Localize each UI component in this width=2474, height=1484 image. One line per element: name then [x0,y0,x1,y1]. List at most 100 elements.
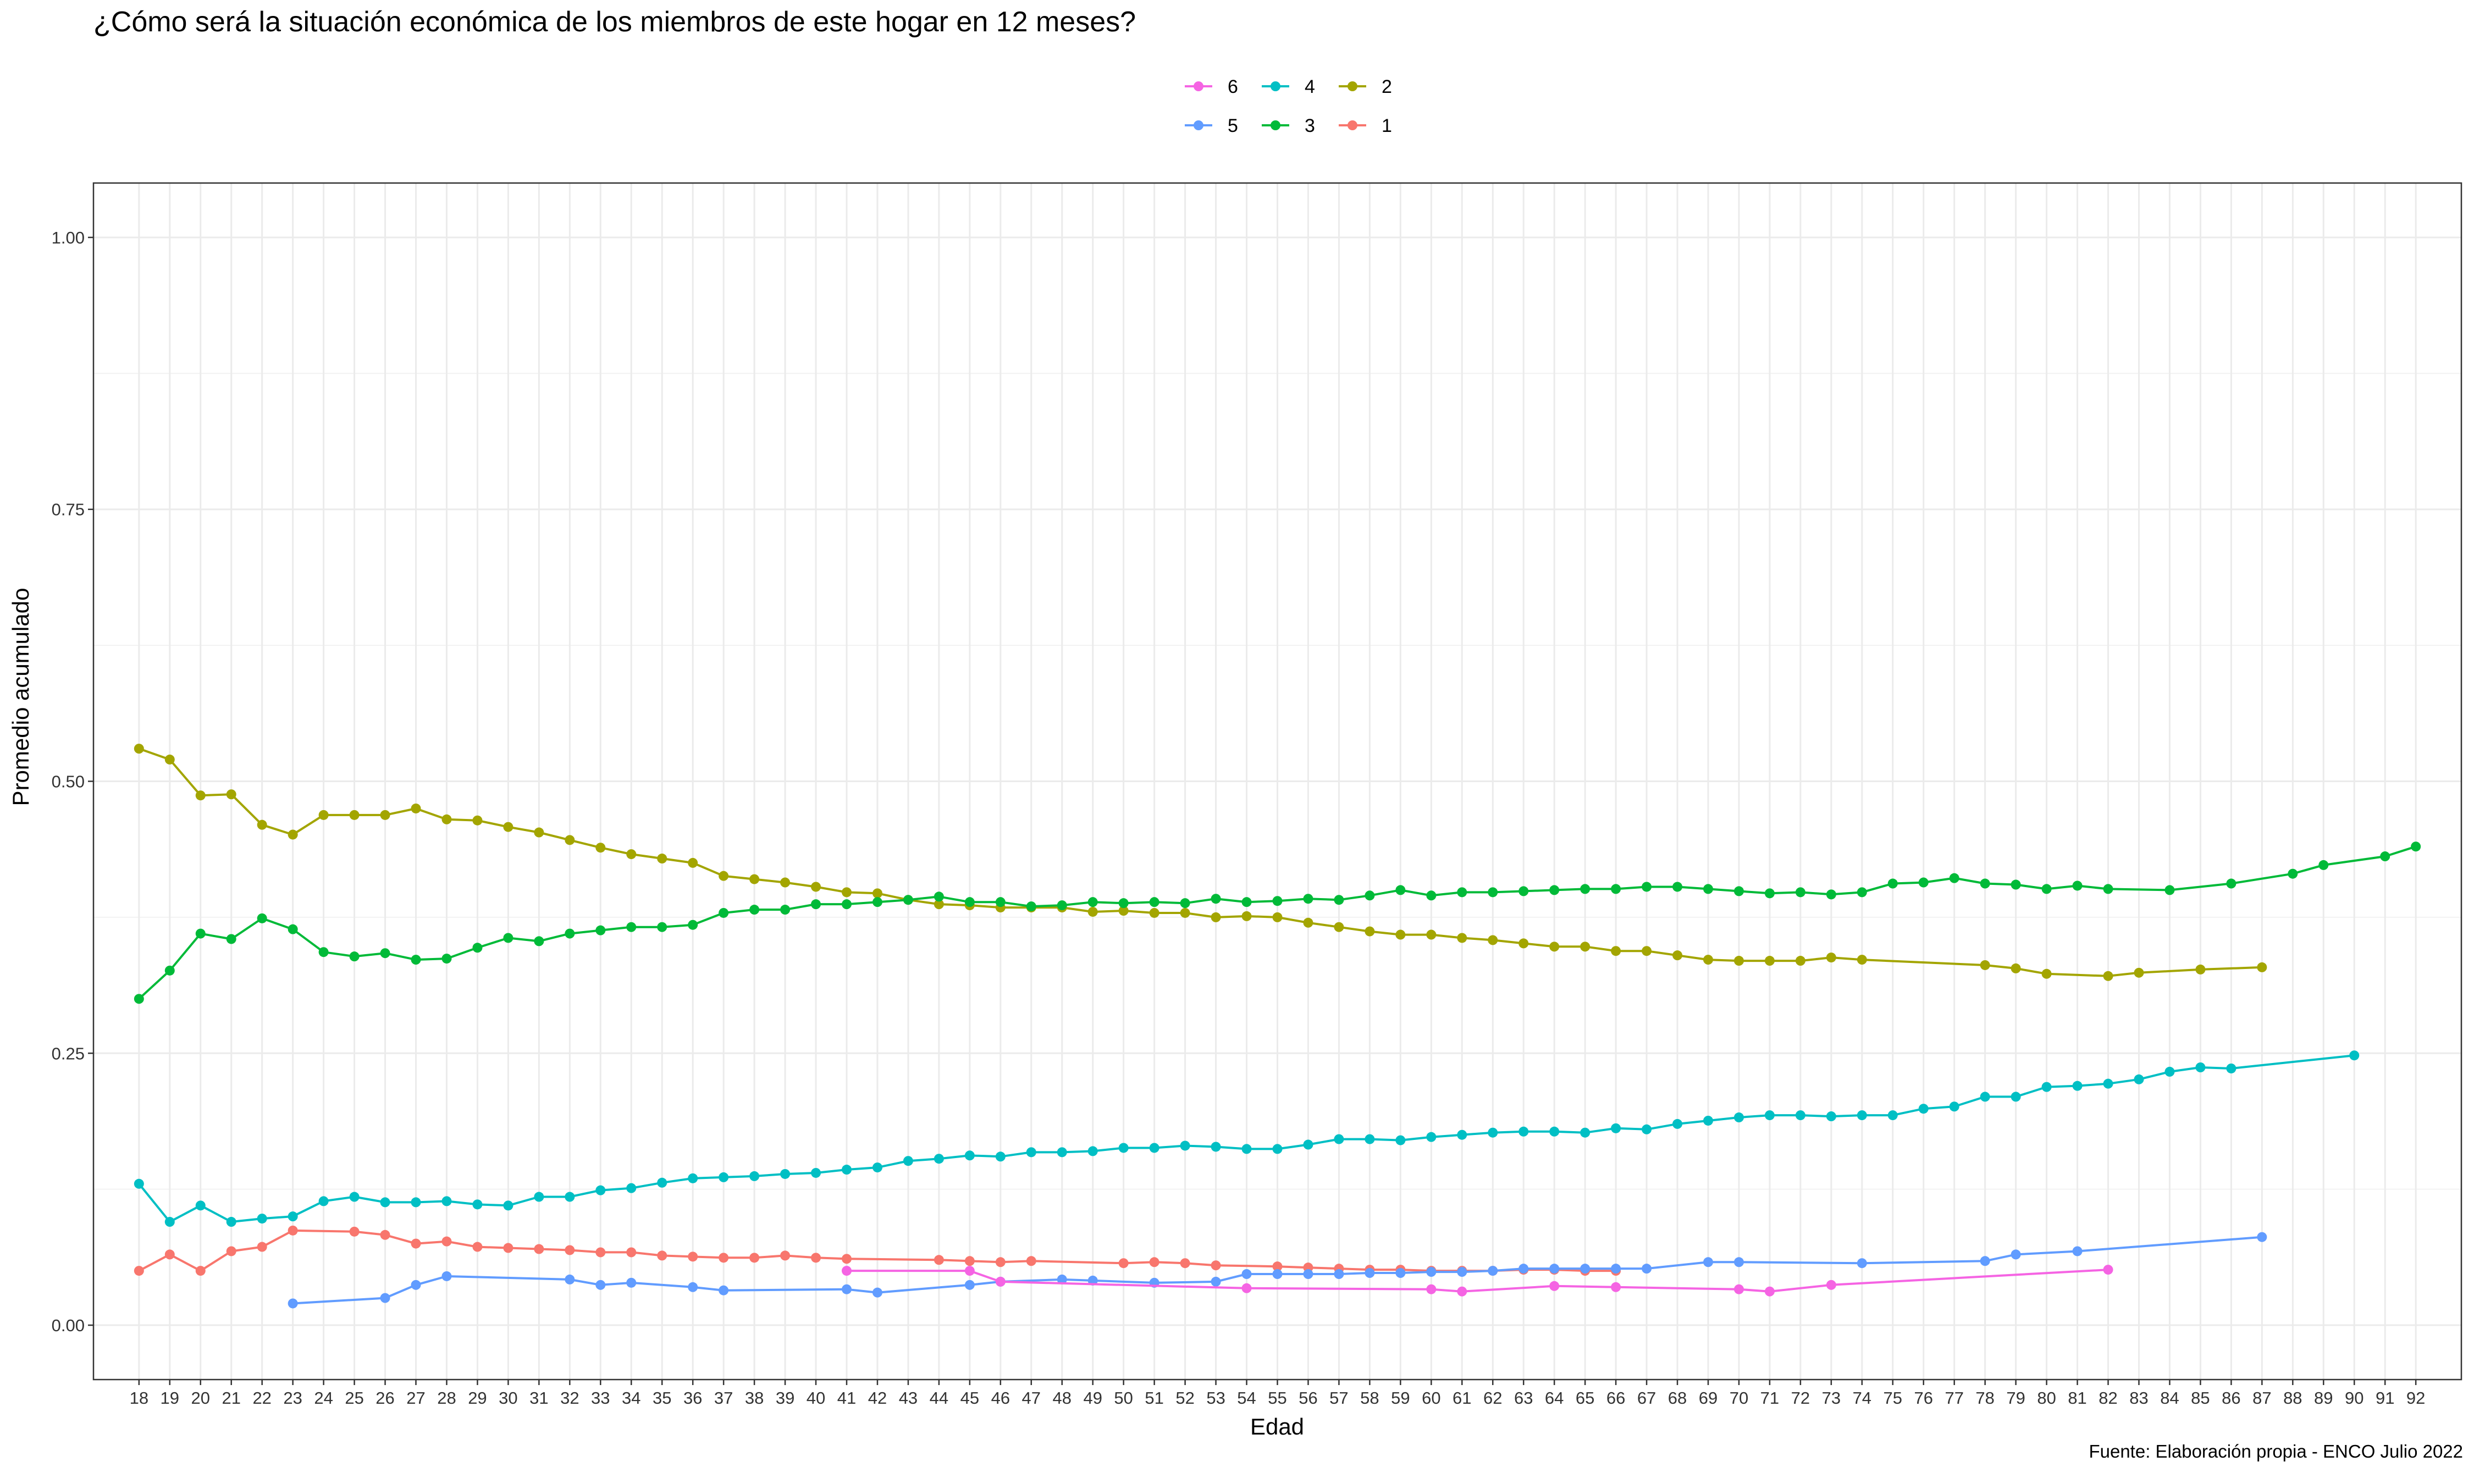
data-point-4 [349,1192,360,1202]
x-tick-label: 63 [1514,1388,1533,1408]
data-point-2 [411,803,421,813]
data-point-1 [288,1225,298,1236]
data-point-1 [995,1257,1006,1267]
data-point-4 [2349,1050,2360,1061]
data-point-1 [842,1254,852,1264]
data-point-4 [441,1196,452,1206]
data-point-6 [1426,1284,1437,1294]
data-point-3 [1057,900,1067,911]
x-tick-label: 57 [1329,1388,1348,1408]
data-point-2 [534,827,544,838]
data-point-5 [1426,1267,1437,1277]
x-tick-label: 51 [1145,1388,1163,1408]
x-tick-label: 77 [1945,1388,1963,1408]
data-point-4 [1764,1110,1775,1121]
data-point-4 [472,1199,483,1210]
data-point-3 [1887,878,1898,889]
x-tick-label: 81 [2068,1388,2086,1408]
data-point-6 [964,1266,975,1276]
x-tick-label: 61 [1453,1388,1471,1408]
data-point-5 [1488,1266,1498,1276]
data-point-1 [657,1250,667,1261]
x-tick-label: 85 [2191,1388,2210,1408]
data-point-4 [288,1211,298,1222]
data-point-6 [1733,1284,1744,1294]
data-point-1 [195,1266,206,1276]
data-point-4 [318,1196,329,1206]
data-point-6 [1611,1282,1621,1292]
data-point-5 [441,1271,452,1281]
data-point-2 [1211,912,1221,922]
data-point-1 [380,1230,390,1240]
data-point-5 [1334,1269,1344,1280]
data-point-3 [1272,896,1283,906]
data-point-1 [1026,1256,1036,1266]
data-point-4 [1057,1147,1067,1158]
data-point-5 [1611,1264,1621,1274]
data-point-4 [226,1217,236,1227]
x-tick-label: 55 [1268,1388,1286,1408]
data-point-1 [1180,1258,1190,1269]
data-point-3 [2041,884,2052,894]
data-point-4 [2011,1092,2021,1102]
data-point-2 [164,754,175,765]
data-point-2 [1857,955,1867,965]
data-point-3 [1918,877,1929,888]
data-point-1 [934,1255,944,1265]
data-point-4 [1180,1140,1190,1151]
x-tick-label: 24 [314,1388,333,1408]
data-point-3 [1642,882,1652,892]
chart-title: ¿Cómo será la situación económica de los… [93,6,1136,38]
data-point-6 [1241,1283,1252,1293]
x-axis-label: Edad [1250,1414,1305,1439]
data-point-5 [719,1285,729,1295]
x-tick-label: 39 [776,1388,794,1408]
series-line-2 [139,747,2262,977]
legend-key-point [1194,81,1203,91]
data-point-4 [2226,1063,2236,1073]
data-point-1 [688,1252,698,1262]
data-point-3 [1241,897,1252,907]
x-tick-label: 32 [560,1388,579,1408]
data-point-5 [1857,1258,1867,1269]
data-point-3 [2103,884,2113,894]
data-point-2 [1518,938,1529,949]
data-point-2 [1488,935,1498,945]
data-point-3 [2164,885,2175,895]
data-point-2 [472,815,483,826]
data-point-4 [257,1214,267,1224]
data-point-1 [719,1253,729,1263]
data-point-3 [964,897,975,907]
data-point-4 [1518,1126,1529,1137]
data-point-4 [626,1183,637,1193]
legend-label: 5 [1228,115,1238,136]
data-point-1 [134,1266,144,1276]
data-point-1 [780,1250,791,1261]
data-point-2 [1395,929,1406,940]
data-point-4 [1611,1123,1621,1133]
data-point-1 [1149,1257,1159,1267]
data-point-4 [657,1177,667,1188]
legend-key-point [1348,120,1357,130]
data-point-3 [1180,898,1190,909]
data-point-4 [749,1171,760,1181]
data-point-3 [380,948,390,959]
x-tick-label: 46 [991,1388,1010,1408]
data-point-4 [1887,1110,1898,1121]
x-tick-label: 26 [375,1388,394,1408]
x-tick-label: 88 [2283,1388,2302,1408]
data-point-3 [1149,897,1159,907]
data-point-2 [1180,907,1190,918]
x-tick-label: 83 [2129,1388,2148,1408]
x-tick-label: 30 [499,1388,517,1408]
data-point-4 [1118,1143,1129,1153]
data-point-4 [1303,1139,1313,1150]
data-point-2 [1303,917,1313,928]
data-point-4 [134,1178,144,1189]
data-point-5 [1395,1268,1406,1278]
legend-key-point [1271,120,1280,130]
data-point-3 [472,943,483,953]
x-tick-label: 29 [468,1388,487,1408]
x-tick-label: 68 [1668,1388,1687,1408]
data-point-5 [595,1280,606,1290]
